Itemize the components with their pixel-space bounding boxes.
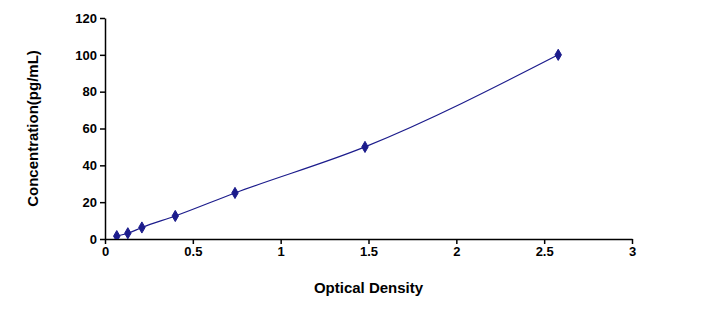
tick-label: 40: [83, 158, 97, 173]
chart: 0 0.5 1 1.5 2 2.5 3 0 20 40 60 80 100 120 Optical Dens…: [0, 0, 720, 316]
tick: 1.5: [360, 239, 378, 259]
tick-label: 1.5: [360, 244, 378, 259]
tick: 0.5: [184, 239, 202, 259]
marker: [555, 49, 561, 60]
tick-mark: [100, 128, 105, 130]
tick-label: 2: [453, 244, 460, 259]
y-axis: 0 20 40 60 80 100 120: [75, 11, 105, 247]
tick-mark: [100, 55, 105, 57]
marker: [172, 210, 178, 221]
tick-label: 100: [75, 47, 97, 62]
tick: 2.5: [536, 239, 554, 259]
tick-label: 0: [90, 232, 97, 247]
tick-mark: [100, 18, 105, 20]
tick: 0: [90, 232, 105, 247]
tick-mark: [100, 165, 105, 167]
x-axis-title: Optical Density: [314, 279, 424, 296]
marker: [362, 141, 368, 152]
y-axis-title: Concentration(pg/mL): [24, 50, 41, 207]
tick-mark: [100, 239, 105, 241]
tick-label: 0: [102, 244, 109, 259]
series: [114, 49, 562, 239]
tick: 40: [83, 158, 105, 173]
tick-label: 80: [83, 84, 97, 99]
tick: 2: [453, 239, 460, 259]
tick-label: 2.5: [536, 244, 554, 259]
plot-area: 0 0.5 1 1.5 2 2.5 3 0 20 40 60 80 100 120: [75, 11, 636, 260]
marker: [114, 231, 120, 239]
tick: 3: [629, 239, 636, 259]
tick: 60: [83, 121, 105, 136]
tick: 1: [278, 239, 285, 259]
tick: 0: [102, 239, 109, 259]
tick-label: 120: [75, 11, 97, 26]
tick-label: 60: [83, 121, 97, 136]
tick-mark: [100, 91, 105, 93]
marker: [232, 187, 238, 198]
tick-mark: [100, 202, 105, 204]
tick-label: 1: [278, 244, 285, 259]
tick: 20: [83, 195, 105, 210]
tick: 80: [83, 84, 105, 99]
curve: [117, 55, 558, 236]
tick: 100: [75, 47, 105, 62]
x-axis: 0 0.5 1 1.5 2 2.5 3: [102, 239, 636, 259]
tick-label: 3: [629, 244, 636, 259]
marker: [139, 222, 145, 233]
marker: [125, 228, 131, 239]
tick-label: 20: [83, 195, 97, 210]
tick-label: 0.5: [184, 244, 202, 259]
tick: 120: [75, 11, 105, 26]
